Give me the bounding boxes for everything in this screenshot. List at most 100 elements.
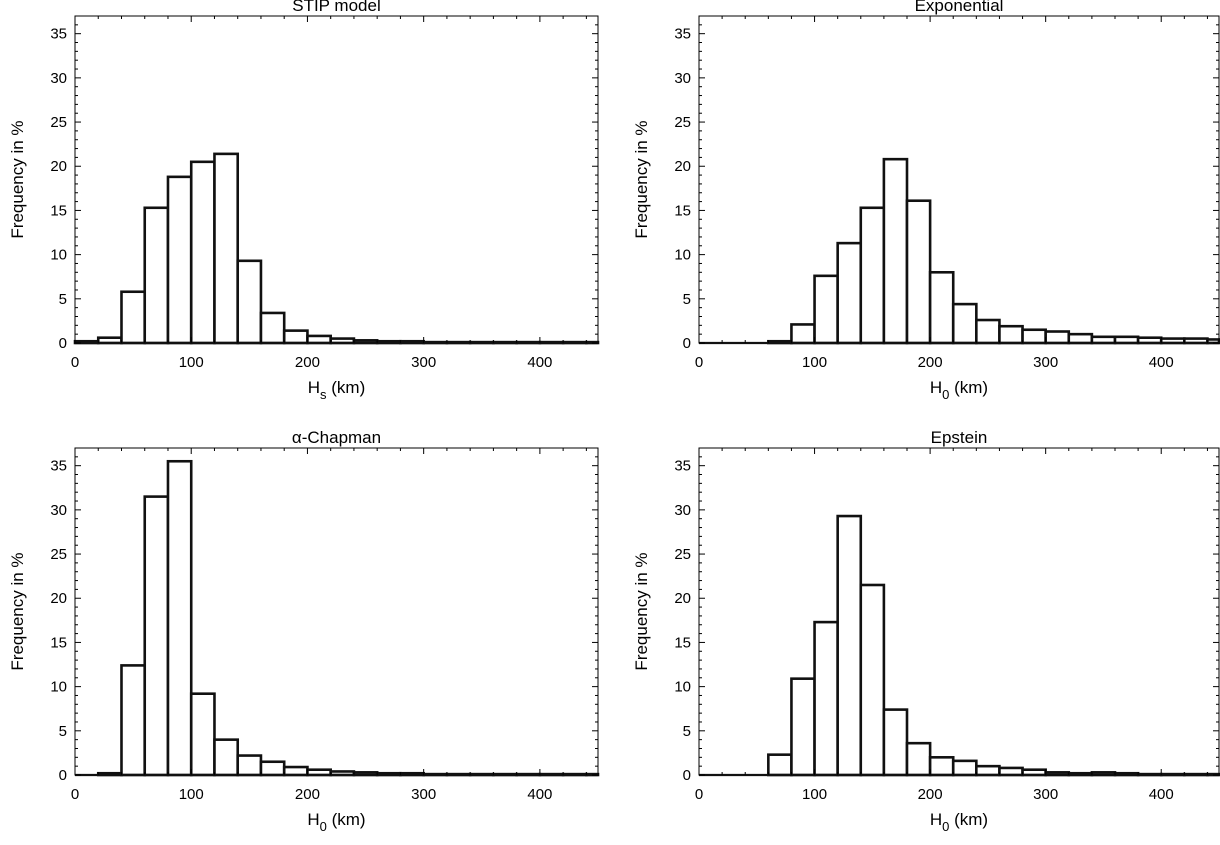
x-tick-label: 0 [71,786,79,803]
x-axis-label: H0 (km) [930,810,988,834]
histogram-bar [143,206,170,345]
plot-frame [698,15,1220,344]
histogram-bar [236,259,263,345]
x-tick-label: 0 [71,354,79,371]
y-tick-label: 25 [50,546,67,563]
y-tick-label: 10 [674,679,691,696]
histogram-bar [836,514,863,777]
histogram-bar [813,620,839,777]
x-tick-label: 400 [527,786,552,803]
chart-title: α-Chapman [292,428,381,447]
histogram-bar [166,459,193,777]
x-tick-label: 300 [1033,354,1058,371]
histogram-bar [882,708,909,777]
y-tick-label: 35 [674,26,691,43]
histogram-bar [143,495,170,777]
y-tick-label: 15 [50,634,67,651]
x-tick-label: 100 [179,354,204,371]
histogram-bar [166,175,193,345]
histogram-bar [213,152,240,345]
x-axis-label: Hs (km) [308,378,366,402]
x-tick-label: 100 [179,786,204,803]
histogram-bar [259,311,286,345]
chart-title: Epstein [931,428,988,447]
x-axis-label: H0 (km) [930,378,988,402]
histogram-bar [282,329,309,345]
x-tick-label: 200 [918,354,943,371]
histogram-bar [1044,330,1071,345]
histogram-bar [905,199,932,345]
y-tick-label: 35 [674,458,691,475]
histogram-bar [767,753,793,777]
histogram-bar [813,274,839,345]
y-tick-label: 5 [683,291,691,308]
y-tick-label: 0 [683,335,691,352]
x-tick-label: 200 [295,786,320,803]
y-tick-label: 0 [683,767,691,784]
x-tick-label: 400 [1149,354,1174,371]
panel-2: 0 5 10 15 20 25 30 35 0 100 200 300 400 Exponential Fr… [632,0,1220,402]
histogram-bar [120,290,147,345]
histogram-bar [282,765,309,777]
y-axis-label: Frequency in % [8,120,27,238]
histogram-bar [189,692,216,777]
y-tick-label: 25 [674,546,691,563]
y-tick-label: 35 [50,458,67,475]
y-tick-label: 0 [59,335,67,352]
histogram-bar [790,323,816,345]
panel-4: 0 5 10 15 20 25 30 35 0 100 200 300 400 Epstein Freque… [632,428,1220,834]
y-tick-label: 25 [674,114,691,131]
histogram-bar [928,270,955,345]
histogram-bar [213,738,240,777]
histogram-bar [1021,328,1047,345]
x-tick-label: 400 [1149,786,1174,803]
histogram-bar [859,206,886,345]
x-axis-label: H0 (km) [307,810,365,834]
y-tick-label: 10 [50,247,67,264]
histogram-bar [975,764,1001,777]
y-tick-label: 15 [50,202,67,219]
y-axis-label: Frequency in % [632,552,651,670]
x-tick-label: 300 [1033,786,1058,803]
x-tick-label: 0 [695,354,703,371]
x-tick-label: 300 [411,786,436,803]
y-tick-label: 5 [59,291,67,308]
y-axis-label: Frequency in % [8,552,27,670]
y-tick-label: 20 [50,590,67,607]
y-tick-label: 30 [50,70,67,87]
x-tick-label: 300 [411,354,436,371]
x-tick-label: 100 [802,354,827,371]
y-tick-label: 35 [50,26,67,43]
y-tick-label: 20 [674,590,691,607]
histogram-bar [928,756,955,777]
histogram-bar [905,741,932,777]
y-tick-label: 0 [59,767,67,784]
y-tick-label: 10 [674,247,691,264]
histogram-bar [120,664,147,777]
chart-title: Exponential [915,0,1004,15]
y-tick-label: 15 [674,202,691,219]
plot-frame [698,447,1220,776]
y-tick-label: 10 [50,679,67,696]
panel-3: 0 5 10 15 20 25 30 35 0 100 200 300 400 α-Chapman Freq… [8,428,600,834]
y-tick-label: 15 [674,634,691,651]
y-tick-label: 20 [50,158,67,175]
x-tick-label: 200 [918,786,943,803]
y-tick-label: 25 [50,114,67,131]
histogram-bar [951,759,978,777]
histogram-bar [859,583,886,777]
y-tick-label: 30 [674,70,691,87]
x-tick-label: 400 [527,354,552,371]
histogram-bar [951,302,978,345]
histogram-bar [975,318,1001,345]
y-tick-label: 30 [674,502,691,519]
histogram-bar [882,157,909,345]
x-tick-label: 100 [802,786,827,803]
x-tick-label: 200 [295,354,320,371]
x-tick-label: 0 [695,786,703,803]
panel-1: 0 5 10 15 20 25 30 35 0 100 200 300 400 STIP model Fre… [8,0,600,402]
histogram-bar [836,241,863,345]
histogram-bar [259,760,286,777]
chart-title: STIP model [292,0,381,15]
